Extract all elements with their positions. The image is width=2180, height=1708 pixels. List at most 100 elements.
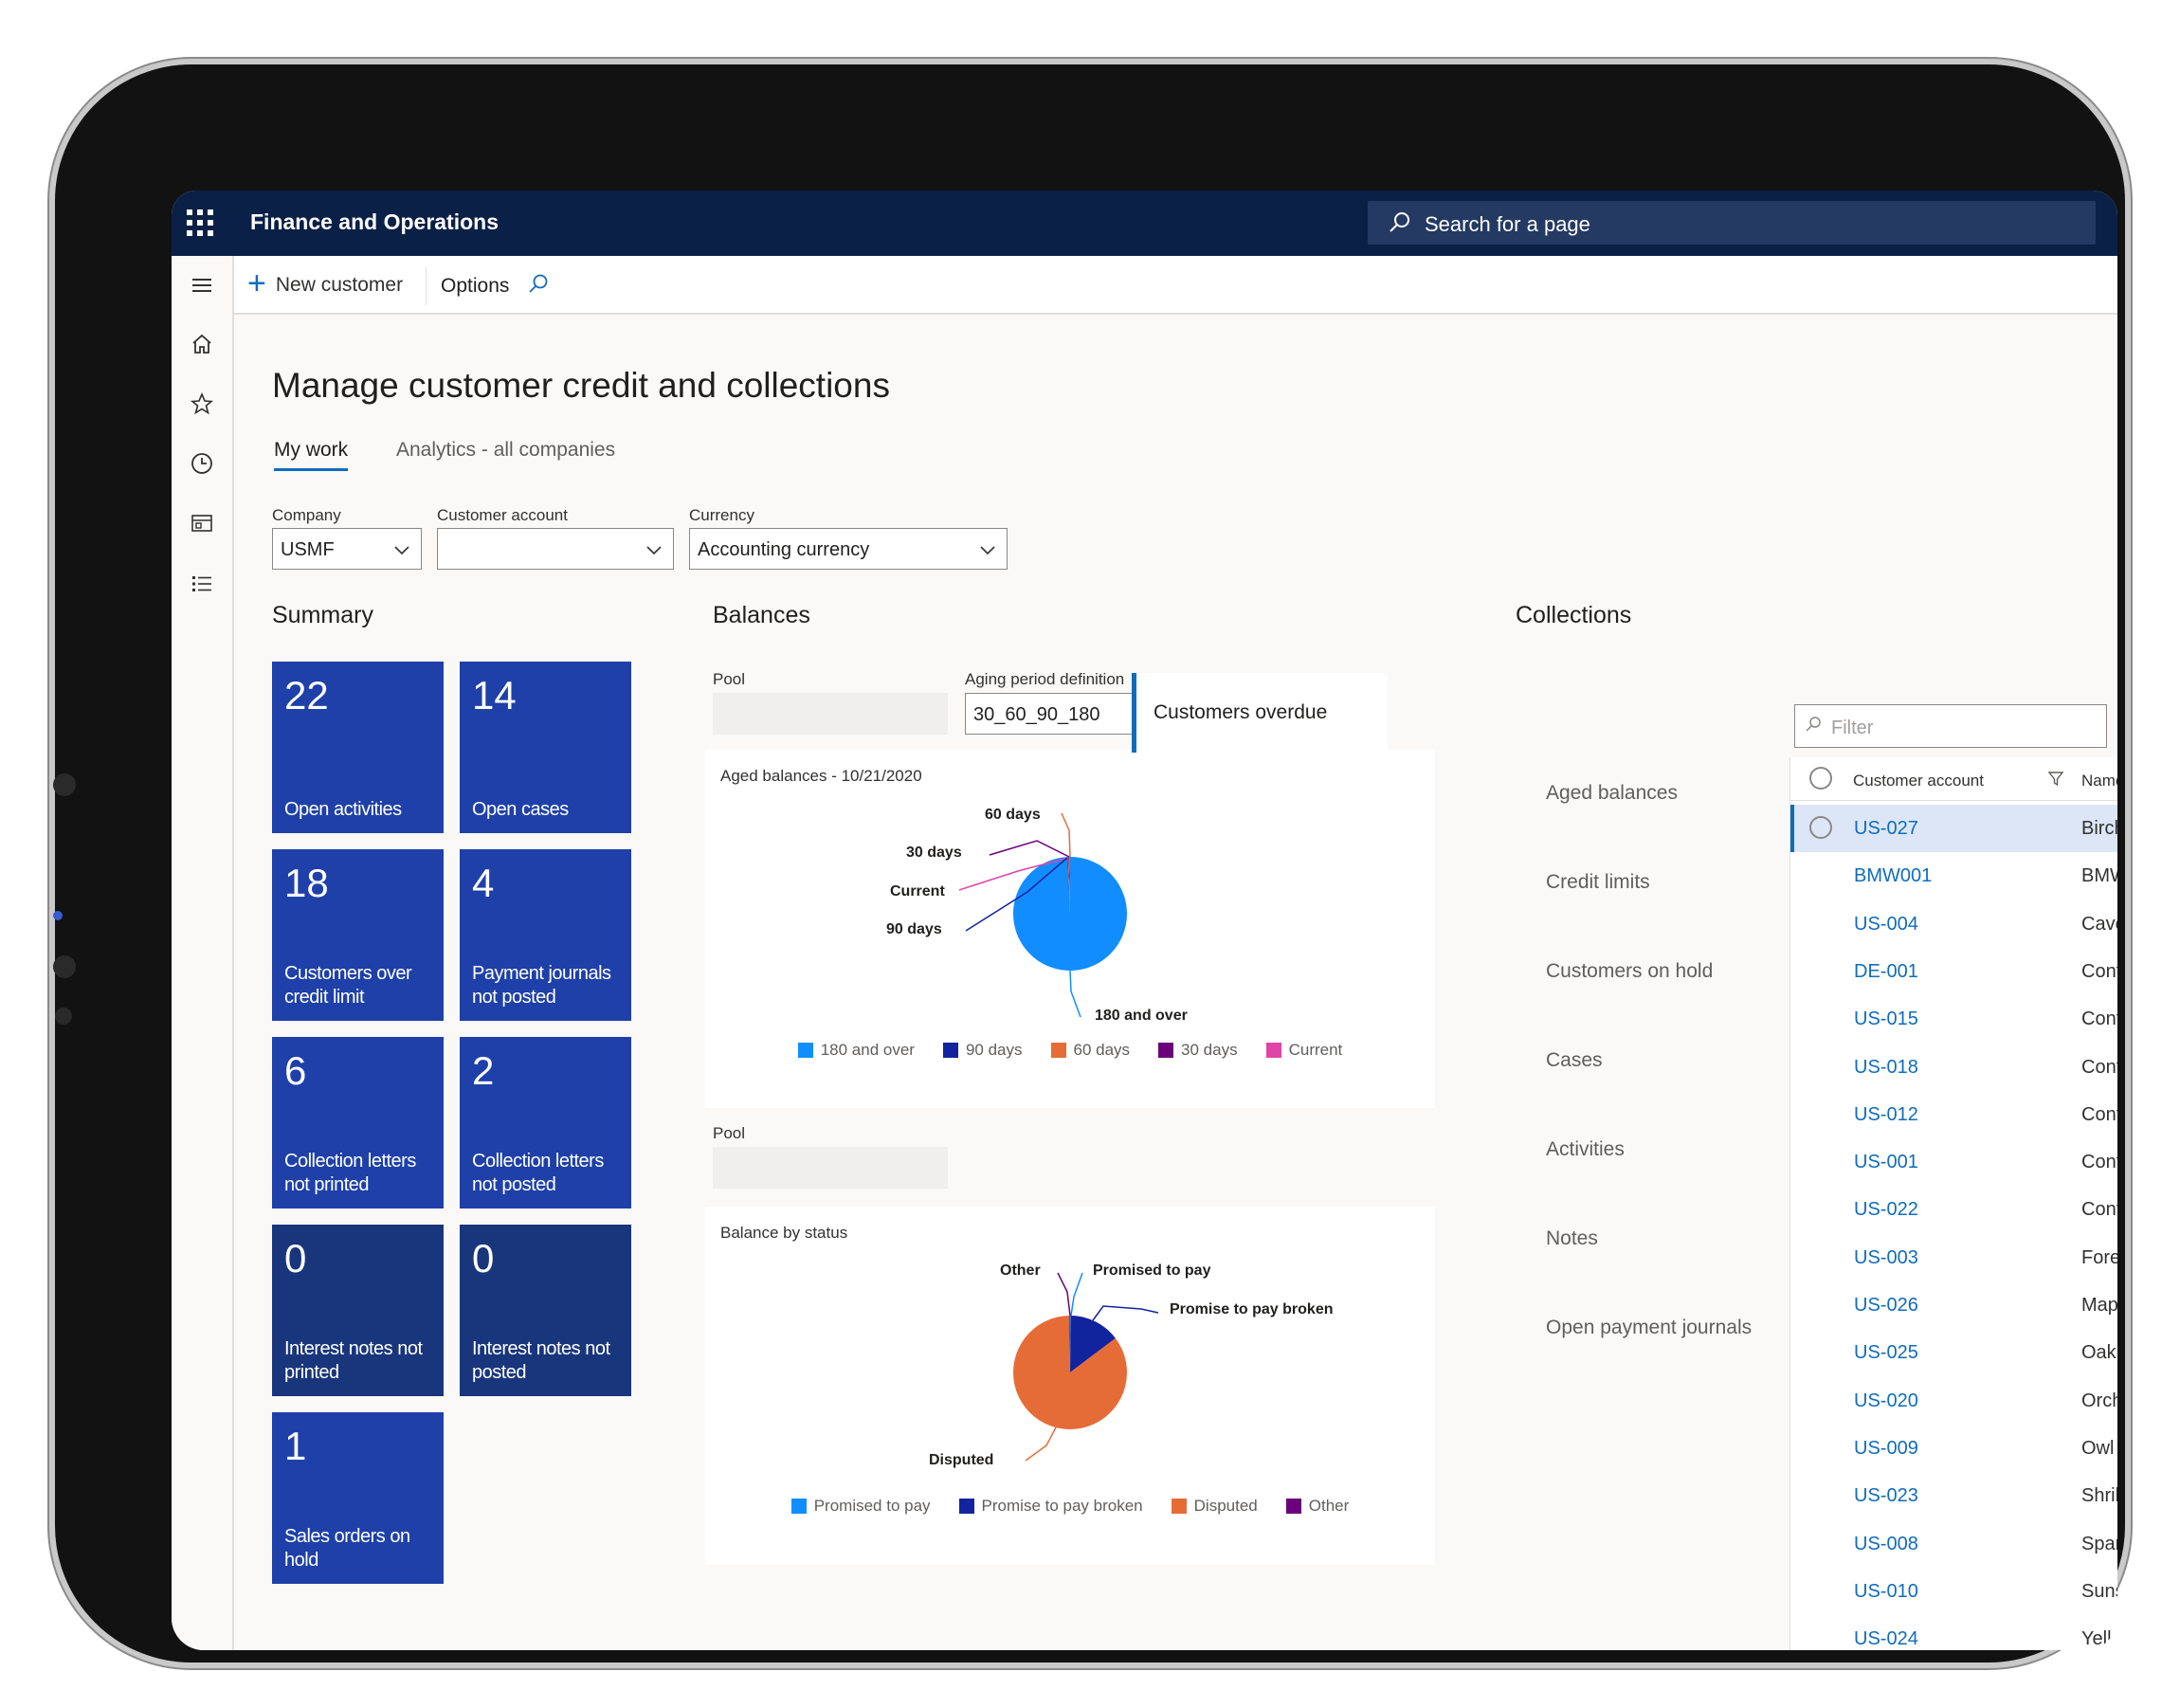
collections-nav-aged-balances[interactable]: Aged balances [1546, 782, 1678, 804]
collections-nav-customers-overdue[interactable]: Customers overdue [1132, 673, 1388, 753]
customer-account-link[interactable]: US-008 [1854, 1533, 1918, 1554]
table-row[interactable]: US-012 Conto [1790, 1091, 2117, 1138]
pie-slice-disputed[interactable] [1013, 1316, 1127, 1429]
customer-account-link[interactable]: US-018 [1854, 1056, 1918, 1078]
legend-swatch [790, 1499, 807, 1514]
column-header-name[interactable]: Name [2081, 772, 2117, 790]
tile-label: Payment journals not posted [472, 963, 611, 1008]
table-row[interactable]: US-003 Forest [1790, 1234, 2117, 1281]
tab-analytics-all-companies[interactable]: Analytics - all companies [396, 439, 616, 461]
customer-account-link[interactable]: US-001 [1854, 1152, 1918, 1173]
customer-account-link[interactable]: US-022 [1854, 1199, 1918, 1221]
tile-open-activities[interactable]: 22 Open activities [272, 662, 444, 833]
select-all-radio[interactable] [1809, 767, 1832, 790]
tile-collection-letters-not-printed[interactable]: 6 Collection letters not printed [272, 1037, 444, 1208]
pie-slice-60-days[interactable] [1067, 857, 1070, 914]
modules-list-icon[interactable] [188, 570, 216, 598]
table-row[interactable]: US-010 Sunse [1790, 1568, 2117, 1615]
table-row[interactable]: US-008 Sparr [1790, 1520, 2117, 1568]
table-row[interactable]: US-001 Conto [1790, 1138, 2117, 1186]
pie-slice-30-days[interactable] [1068, 857, 1070, 914]
home-icon[interactable] [188, 330, 216, 358]
active-indicator [1132, 673, 1136, 753]
tile-sales-orders-on-hold[interactable]: 1 Sales orders on hold [272, 1412, 444, 1584]
customer-account-link[interactable]: BMW001 [1854, 865, 1933, 887]
balance-by-status-legend: Promised to pay Promise to pay broken Di… [705, 1497, 1435, 1516]
table-row[interactable]: US-023 Shrike [1790, 1472, 2117, 1519]
table-row[interactable]: US-027 Birch [1790, 805, 2117, 852]
collections-nav-cases[interactable]: Cases [1546, 1049, 1603, 1071]
customer-account-link[interactable]: DE-001 [1854, 960, 1918, 982]
balance-by-status-pie[interactable] [705, 1207, 1435, 1565]
collections-nav-open-payment-journals[interactable]: Open payment journals [1546, 1317, 1753, 1338]
aged-balances-pie[interactable] [705, 750, 1435, 1108]
pie-slice-current[interactable] [1069, 857, 1070, 914]
table-row[interactable]: DE-001 Conto [1790, 948, 2117, 995]
customer-account-dropdown[interactable] [437, 528, 674, 570]
customer-account-link[interactable]: US-004 [1854, 913, 1918, 935]
customer-account-link[interactable]: US-003 [1854, 1246, 1918, 1268]
column-filter-icon[interactable] [2046, 769, 2065, 788]
table-row[interactable]: US-009 Owl W [1790, 1425, 2117, 1472]
customer-account-link[interactable]: US-027 [1854, 818, 1918, 839]
app-launcher-icon[interactable] [187, 209, 213, 236]
tile-interest-notes-not-printed[interactable]: 0 Interest notes not printed [272, 1225, 444, 1396]
tile-label: Sales orders on hold [284, 1526, 410, 1571]
collections-nav-credit-limits[interactable]: Credit limits [1546, 871, 1650, 893]
pie-slice-promised-to-pay[interactable] [1070, 1316, 1071, 1372]
customer-account-link[interactable]: US-024 [1854, 1628, 1918, 1650]
table-row[interactable]: US-022 Conto [1790, 1186, 2117, 1233]
collections-nav-activities[interactable]: Activities [1546, 1138, 1625, 1160]
column-header-customer-account[interactable]: Customer account [1853, 772, 1984, 790]
table-row[interactable]: BMW001 BMW [1790, 852, 2117, 899]
pie-slice-90-days[interactable] [1066, 857, 1070, 914]
new-customer-button[interactable]: + New customer [247, 267, 403, 303]
table-row[interactable]: US-026 Maple [1790, 1281, 2117, 1329]
legend-item: 90 days [942, 1041, 1023, 1060]
currency-dropdown[interactable]: Accounting currency [689, 528, 1008, 570]
customer-account-link[interactable]: US-015 [1854, 1008, 1918, 1030]
table-row[interactable]: US-025 Oak C [1790, 1329, 2117, 1376]
tile-collection-letters-not-posted[interactable]: 2 Collection letters not posted [460, 1037, 631, 1208]
table-row[interactable]: US-015 Conto [1790, 995, 2117, 1043]
customer-name-cell: Shrike [2081, 1485, 2117, 1507]
pool-field-2[interactable] [713, 1147, 948, 1189]
workspaces-icon[interactable] [188, 509, 216, 537]
pool-field[interactable] [713, 693, 948, 735]
company-dropdown[interactable]: USMF [272, 528, 422, 570]
currency-value: Accounting currency [698, 539, 870, 560]
customer-account-link[interactable]: US-010 [1854, 1580, 1918, 1602]
customer-account-link[interactable]: US-009 [1854, 1437, 1918, 1459]
legend-label: Promised to pay [813, 1497, 931, 1515]
tile-customers-over-credit-limit[interactable]: 18 Customers over credit limit [272, 849, 444, 1021]
grid-filter-input[interactable]: Filter [1794, 704, 2107, 748]
pie-label-current: Current [890, 883, 945, 899]
recent-clock-icon[interactable] [188, 449, 216, 478]
collections-nav-notes[interactable]: Notes [1546, 1227, 1598, 1249]
pie-slice-other[interactable] [1069, 1316, 1070, 1372]
row-select-radio[interactable] [1809, 816, 1832, 839]
legend-label: Disputed [1193, 1497, 1258, 1515]
collections-nav-customers-on-hold[interactable]: Customers on hold [1546, 960, 1714, 982]
find-icon[interactable] [524, 271, 551, 298]
customer-account-link[interactable]: US-020 [1854, 1390, 1918, 1411]
table-row[interactable]: US-020 Orchi [1790, 1377, 2117, 1425]
customer-account-link[interactable]: US-026 [1854, 1295, 1918, 1316]
tile-interest-notes-not-posted[interactable]: 0 Interest notes not posted [460, 1225, 631, 1396]
options-button[interactable]: Options [441, 275, 510, 297]
customer-account-link[interactable]: US-012 [1854, 1103, 1918, 1125]
favorites-star-icon[interactable] [188, 390, 216, 418]
company-label: Company [272, 506, 341, 524]
page-search-box[interactable]: Search for a page [1368, 201, 2096, 245]
table-row[interactable]: US-004 Cave [1790, 900, 2117, 948]
tile-payment-journals-not-posted[interactable]: 4 Payment journals not posted [460, 849, 631, 1021]
hamburger-icon[interactable] [188, 271, 216, 300]
table-row[interactable]: US-018 Conto [1790, 1044, 2117, 1091]
leader-line [958, 857, 1069, 891]
customer-account-link[interactable]: US-025 [1854, 1342, 1918, 1364]
tile-open-cases[interactable]: 14 Open cases [460, 662, 631, 833]
table-row[interactable]: US-024 Yellov [1790, 1615, 2117, 1650]
customer-account-link[interactable]: US-023 [1854, 1485, 1918, 1507]
pie-slice-promise-to-pay-broken[interactable] [1070, 1316, 1116, 1372]
tab-my-work[interactable]: My work [274, 439, 349, 471]
